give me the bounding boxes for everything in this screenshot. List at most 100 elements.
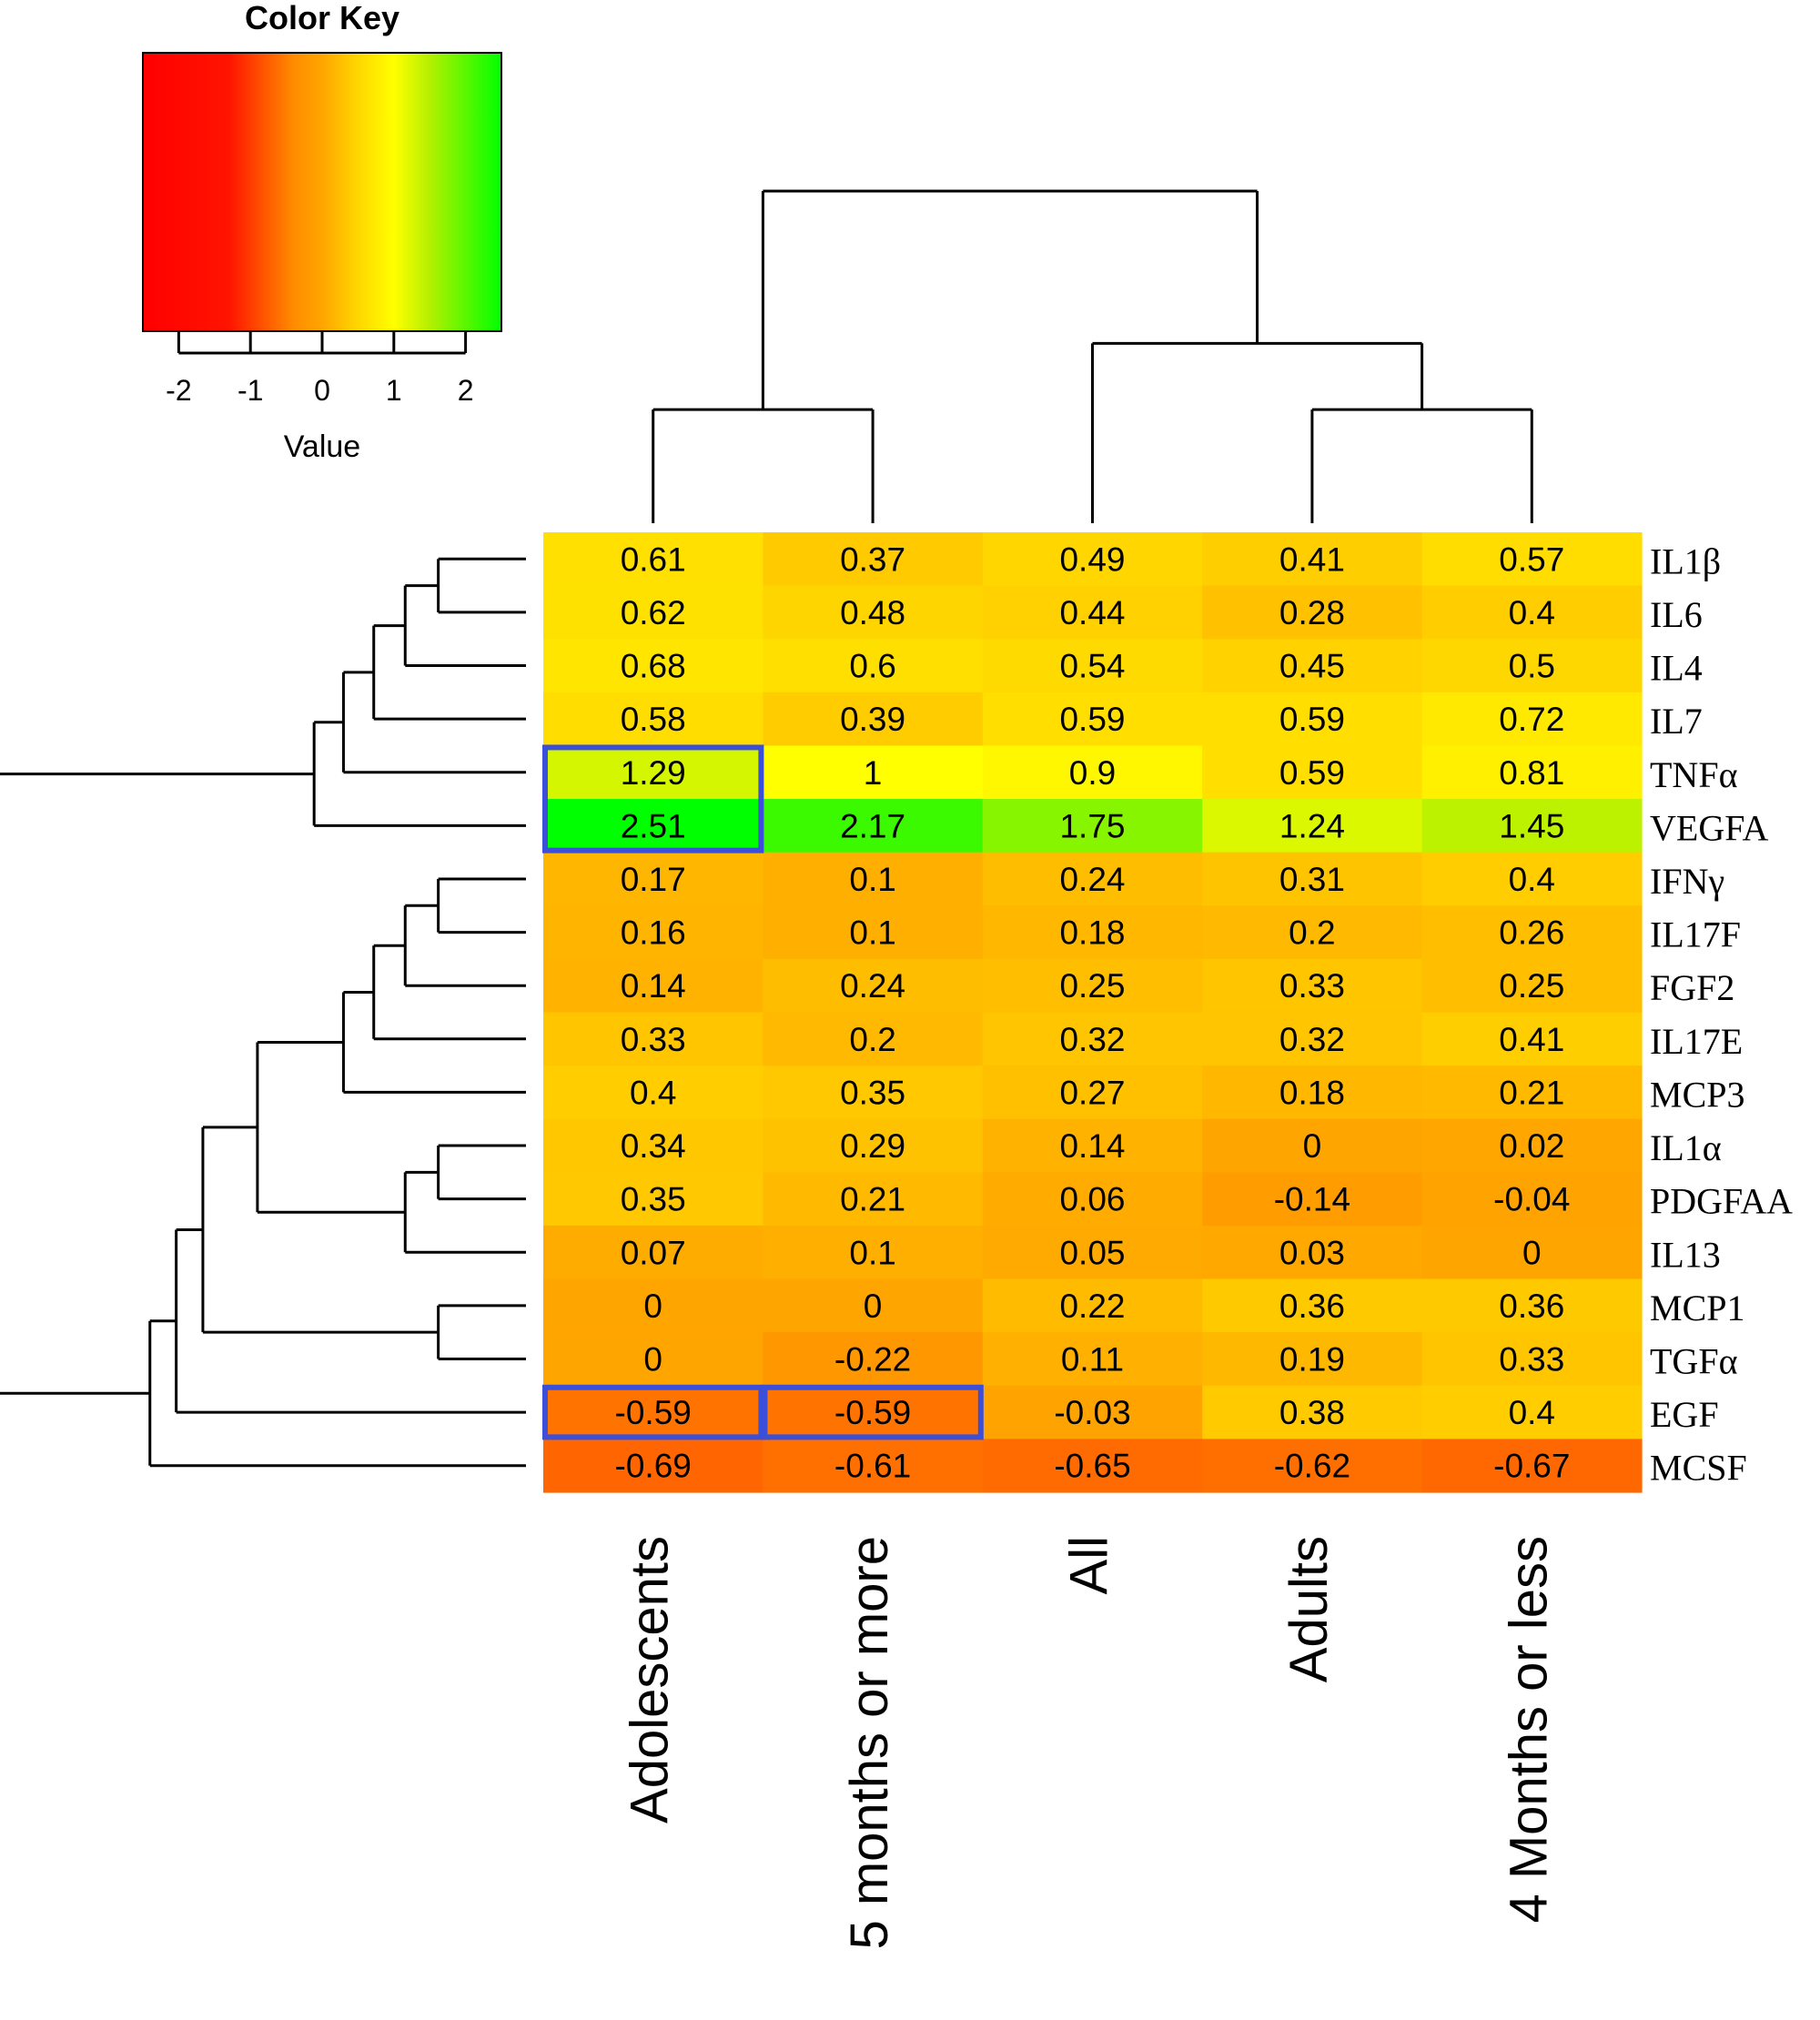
heatmap-cell <box>763 1012 984 1066</box>
cell-value-label: 0.18 <box>1059 914 1125 952</box>
color-key: Color Key -2 -1 0 1 2 Value <box>142 0 502 464</box>
heatmap-cell <box>982 1225 1203 1280</box>
heatmap-cell <box>1421 1439 1643 1493</box>
heatmap-cell <box>1421 532 1643 587</box>
cell-value-label: -0.59 <box>834 1394 911 1431</box>
heatmap-cell <box>982 1012 1203 1066</box>
cell-value-label: -0.03 <box>1054 1394 1130 1431</box>
row-label: PDGFAA <box>1650 1181 1793 1222</box>
highlight-box <box>542 1384 764 1440</box>
color-key-gradient <box>142 52 502 332</box>
heatmap-cell <box>1421 745 1643 800</box>
cell-value-label: 0.81 <box>1499 754 1564 792</box>
heatmap-cell <box>982 1385 1203 1439</box>
heatmap-cell <box>982 1066 1203 1120</box>
cell-value-label: 0.11 <box>1061 1340 1124 1378</box>
cell-value-label: 0.07 <box>621 1234 686 1271</box>
heatmap-cell <box>763 958 984 1014</box>
heatmap-cell <box>1202 1439 1423 1493</box>
heatmap-cell <box>1421 1066 1643 1120</box>
cell-value-label: 0.18 <box>1279 1074 1345 1111</box>
heatmap-cell <box>543 1012 763 1066</box>
heatmap-cell <box>1421 1012 1643 1066</box>
heatmap-cell <box>1202 639 1423 693</box>
row-labels: IL1β IL6 IL4 IL7 TNFα VEGFA IFNγ IL17F FGF2 IL17E… <box>1650 540 1793 1488</box>
heatmap-cell <box>1421 692 1643 747</box>
cell-value-label: 0.58 <box>621 701 686 738</box>
heatmap-cell <box>982 799 1203 853</box>
heatmap-cell <box>1202 585 1423 640</box>
cell-value-label: 0.68 <box>621 648 686 685</box>
cell-value-label: 0.59 <box>1279 701 1345 738</box>
heatmap-cell <box>982 1172 1203 1227</box>
heatmap-cell <box>763 532 984 587</box>
heatmap-cell <box>1421 639 1643 693</box>
cell-value-label: -0.67 <box>1493 1448 1570 1485</box>
cell-value-label: 0 <box>1522 1234 1542 1271</box>
highlight-box <box>542 744 764 853</box>
row-label: IL17E <box>1650 1021 1743 1062</box>
heatmap-cell <box>763 585 984 640</box>
heatmap-cell <box>1202 1385 1423 1439</box>
column-label: Adolescents <box>621 1536 680 1823</box>
cell-value-label: 1.75 <box>1059 807 1125 844</box>
cell-value-label: 0.14 <box>1059 1127 1125 1165</box>
cell-value-label: 0.24 <box>840 967 905 1005</box>
cell-value-label: 0.34 <box>621 1127 686 1165</box>
heatmap-cell <box>1421 1332 1643 1387</box>
heatmap-cell <box>763 1225 984 1280</box>
row-label: IL1α <box>1650 1127 1722 1168</box>
cell-value-label: 0.06 <box>1059 1181 1125 1218</box>
cell-value-label: 0.22 <box>1059 1288 1125 1325</box>
row-label: IL7 <box>1650 701 1703 742</box>
row-label: IL4 <box>1650 648 1703 689</box>
cell-value-label: 0.72 <box>1499 701 1564 738</box>
cell-value-label: 0.21 <box>840 1181 905 1218</box>
cell-value-label: 0.41 <box>1499 1021 1564 1058</box>
cell-value-label: 0.33 <box>1279 967 1345 1005</box>
heatmap-cell <box>1202 1172 1423 1227</box>
heatmap-cell <box>1202 1066 1423 1120</box>
cell-value-label: 0.16 <box>621 914 686 952</box>
highlight-boxes <box>542 744 984 1440</box>
heatmap-cell <box>763 639 984 693</box>
cell-value-label: 0.35 <box>840 1074 905 1111</box>
heatmap-cell <box>982 958 1203 1014</box>
cell-value-label: 0.14 <box>621 967 686 1005</box>
heatmap-cell <box>982 585 1203 640</box>
row-label: EGF <box>1650 1394 1719 1435</box>
cell-value-label: 0.57 <box>1499 540 1564 578</box>
cell-value-label: 0.48 <box>840 594 905 631</box>
heatmap-cell <box>763 1118 984 1173</box>
heatmap-cell <box>1421 1172 1643 1227</box>
row-label: FGF2 <box>1650 967 1734 1008</box>
cell-value-label: -0.65 <box>1054 1448 1130 1485</box>
cell-value-label: 0.1 <box>849 861 895 898</box>
cell-value-label: 0.1 <box>849 1234 895 1271</box>
heatmap-cell <box>543 692 763 747</box>
cell-value-label: 0.59 <box>1279 754 1345 792</box>
heatmap-cell <box>763 1278 984 1333</box>
cell-value-label: 0.45 <box>1279 648 1345 685</box>
heatmap-cell <box>763 1172 984 1227</box>
column-label: 4 Months or less <box>1499 1536 1558 1924</box>
cell-value-label: 0.4 <box>1509 1394 1555 1431</box>
heatmap-cell <box>1202 745 1423 800</box>
cell-value-label: 0.4 <box>1509 861 1555 898</box>
heatmap-cell <box>543 1066 763 1120</box>
cell-value-label: 0.36 <box>1499 1288 1564 1325</box>
heatmap-cell <box>763 1385 984 1439</box>
cell-value-label: 2.17 <box>840 807 905 844</box>
heatmap-cell <box>763 905 984 960</box>
row-label: TNFα <box>1650 754 1738 795</box>
heatmap-cell <box>543 1439 763 1493</box>
cell-value-label: -0.04 <box>1493 1181 1570 1218</box>
row-label: IL17F <box>1650 914 1741 955</box>
highlight-box <box>762 1384 984 1440</box>
column-labels: Adolescents 5 months or more All Adults 4 Mo… <box>621 1536 1559 1950</box>
cell-value-label: -0.61 <box>834 1448 911 1485</box>
cell-value-label: 0.39 <box>840 701 905 738</box>
column-dendrogram <box>652 189 1533 523</box>
heatmap-cell <box>982 1278 1203 1333</box>
heatmap-cell <box>1202 1225 1423 1280</box>
